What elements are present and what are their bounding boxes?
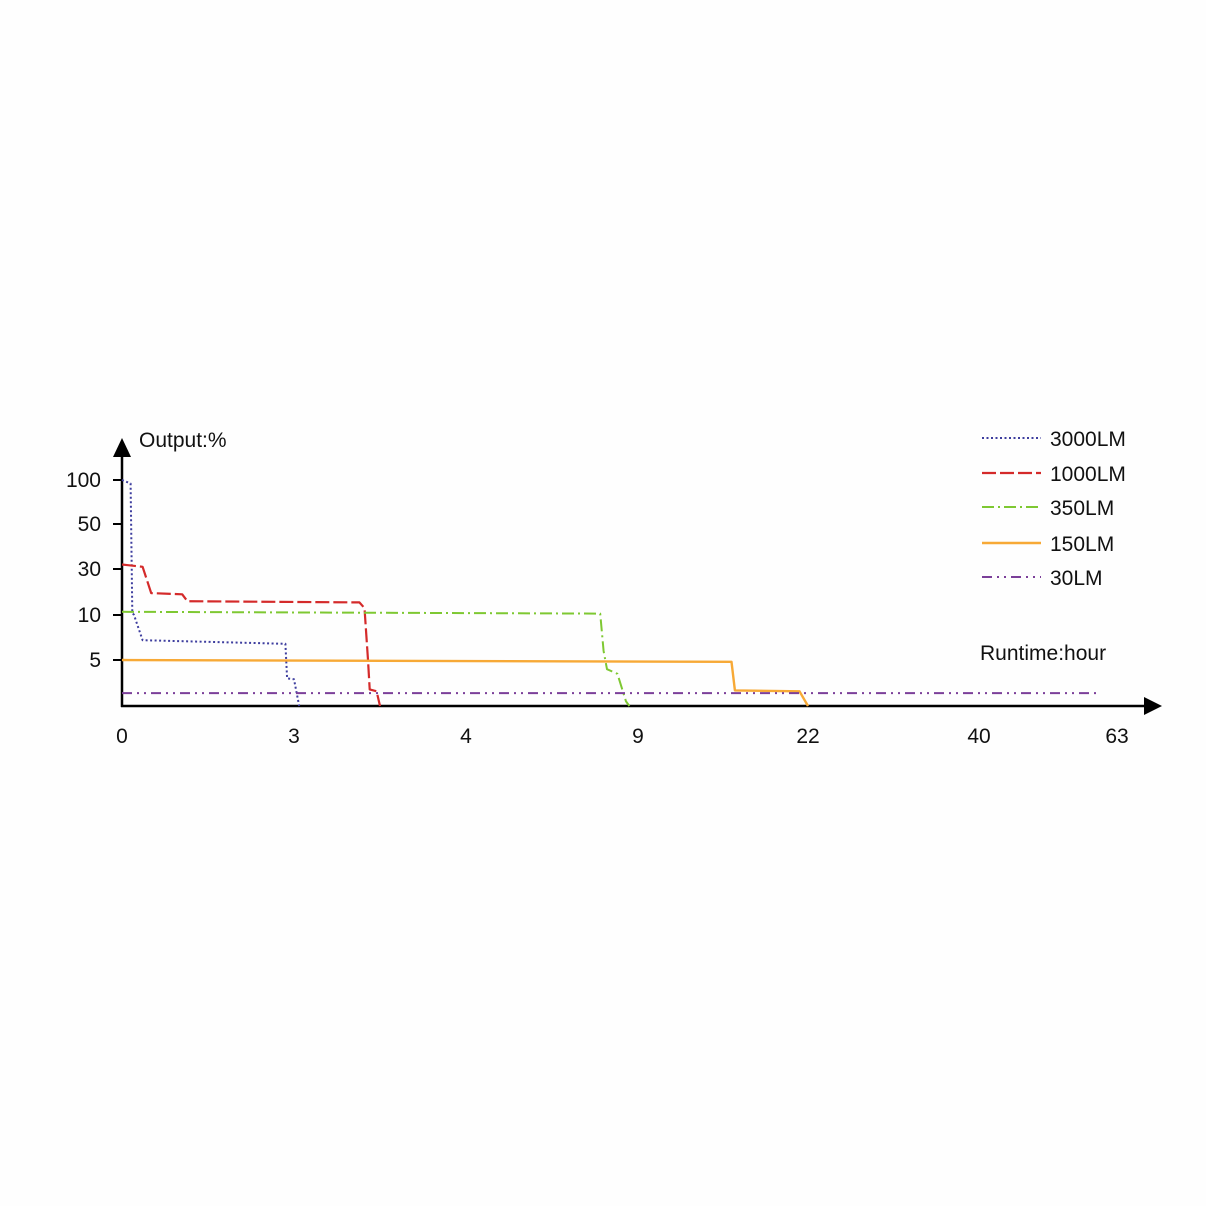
y-axis-arrow	[113, 438, 131, 457]
legend-label: 150LM	[1050, 533, 1114, 556]
x-axis-label: Runtime:hour	[980, 642, 1106, 665]
legend-label: 1000LM	[1050, 463, 1126, 486]
series-line-150lm	[121, 658, 810, 707]
x-tick-label: 0	[116, 725, 128, 748]
series-lines	[121, 479, 1097, 707]
x-ticks: 0 3 4 9 22 40 63	[116, 725, 1129, 748]
legend-label: 3000LM	[1050, 428, 1126, 451]
y-tick-label: 50	[78, 513, 101, 536]
axes: Output:% Runtime:hour	[113, 429, 1162, 715]
series-line-350lm	[121, 610, 631, 707]
y-axis-label: Output:%	[139, 429, 227, 452]
y-tick-label: 100	[66, 469, 101, 492]
x-tick-label: 9	[632, 725, 644, 748]
series-line-1000lm	[121, 563, 382, 707]
x-tick-label: 63	[1105, 725, 1128, 748]
legend-label: 350LM	[1050, 497, 1114, 520]
x-tick-label: 40	[967, 725, 990, 748]
y-tick-label: 5	[89, 649, 101, 672]
x-tick-label: 4	[460, 725, 472, 748]
y-tick-label: 10	[78, 604, 101, 627]
y-tick-label: 30	[78, 558, 101, 581]
legend-label: 30LM	[1050, 567, 1103, 590]
series-line-3000lm	[121, 479, 301, 707]
x-tick-label: 22	[796, 725, 819, 748]
y-ticks: 5 10 30 50 100	[66, 469, 122, 672]
x-tick-label: 3	[288, 725, 300, 748]
x-axis-arrow	[1144, 697, 1162, 715]
legend: 3000LM 1000LM 350LM 150LM 30LM	[982, 428, 1126, 590]
